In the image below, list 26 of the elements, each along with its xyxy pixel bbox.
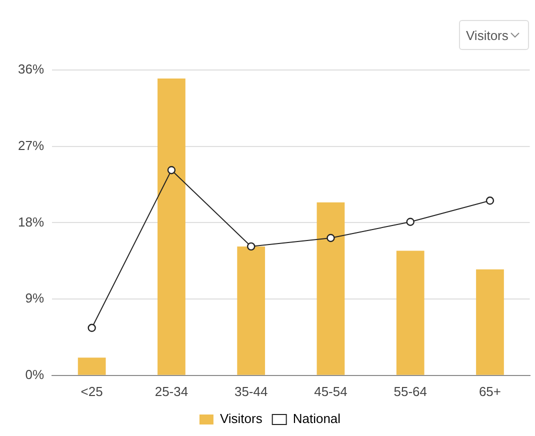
point: [406, 218, 414, 226]
point: [88, 324, 96, 332]
bar: [158, 78, 186, 375]
x-tick-label: 55-64: [394, 384, 427, 399]
legend-label: National: [292, 411, 341, 426]
point: [167, 166, 176, 174]
bar: [78, 358, 106, 375]
point: [486, 196, 494, 205]
y-tick-label: 9%: [25, 290, 44, 306]
bar: [316, 202, 345, 375]
dropdown: Visitors: [459, 20, 529, 50]
y-tick-label: 18%: [18, 214, 44, 230]
x-tick-label: 65+: [478, 384, 502, 399]
x-tick-label: 25-34: [154, 384, 188, 399]
x-tick-label: <25: [80, 384, 103, 399]
y-tick-label: 0%: [25, 366, 44, 382]
point: [326, 234, 335, 242]
bar: [396, 250, 424, 375]
x-tick-label: 45-54: [314, 384, 348, 399]
x-tick-label: 35-44: [234, 384, 268, 399]
legend-label: Visitors: [220, 411, 263, 426]
bar: [476, 269, 504, 375]
y-tick-label: 27%: [18, 138, 44, 153]
point: [246, 242, 256, 251]
bar: [237, 246, 266, 375]
y-tick-label: 36%: [18, 62, 44, 77]
